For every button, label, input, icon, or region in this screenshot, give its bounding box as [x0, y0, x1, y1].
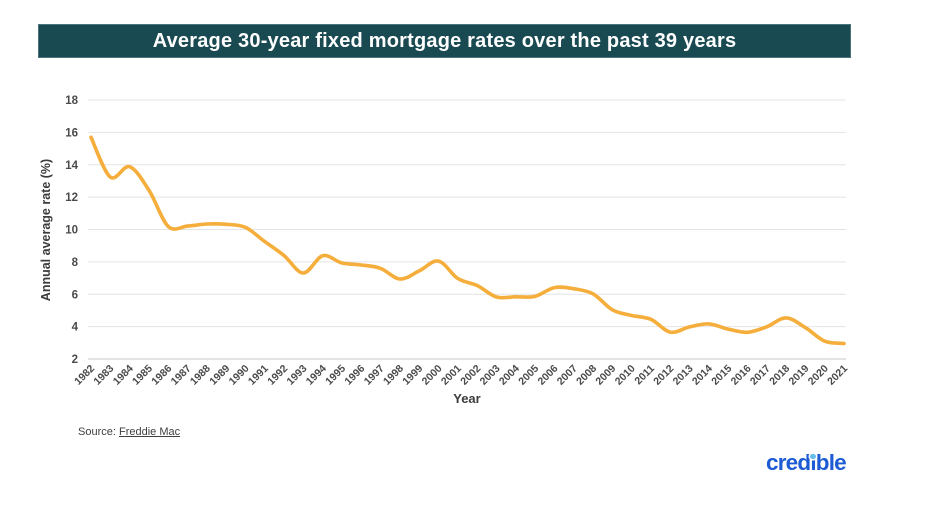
x-tick-label: 1988: [188, 363, 213, 388]
y-tick-label: 4: [72, 322, 79, 334]
x-tick-label: 2003: [478, 363, 503, 388]
chart-title: Average 30-year fixed mortgage rates ove…: [152, 29, 737, 52]
source-link[interactable]: Freddie Mac: [118, 426, 181, 438]
y-axis-title: Annual average rate (%): [39, 159, 53, 301]
credible-logo-text: credible: [766, 450, 847, 475]
x-tick-label: 2021: [825, 363, 850, 388]
x-tick-label: 2012: [651, 363, 676, 388]
x-tick-label: 2007: [555, 363, 580, 388]
logo-i-dot-icon: [810, 453, 816, 459]
x-tick-label: 1985: [130, 363, 155, 388]
x-tick-label: 1984: [111, 363, 136, 388]
x-tick-label: 1989: [207, 363, 232, 388]
x-tick-label: 2002: [458, 363, 483, 388]
x-tick-label: 2008: [574, 363, 599, 388]
chart-title-bar: Average 30-year fixed mortgage rates ove…: [38, 24, 851, 58]
x-tick-label: 1994: [304, 363, 329, 388]
series-line: [89, 135, 846, 346]
y-tick-label: 8: [72, 257, 79, 269]
x-tick-label: 2016: [729, 363, 754, 388]
y-tick-label: 12: [65, 192, 78, 204]
x-tick-label: 2011: [632, 363, 657, 388]
x-axis-title: Year: [453, 391, 480, 406]
x-tick-label: 2009: [593, 363, 618, 388]
x-tick-label: 2010: [613, 363, 638, 388]
y-tick-label: 10: [65, 225, 78, 237]
x-tick-label: 2019: [787, 363, 812, 388]
source-label: Source:: [78, 426, 116, 438]
x-tick-label: 1991: [246, 363, 271, 388]
y-tick-label: 18: [65, 95, 78, 107]
x-tick-label: 1996: [342, 363, 367, 388]
x-tick-label: 1993: [285, 363, 310, 388]
x-tick-label: 2020: [806, 363, 831, 388]
x-tick-label: 1986: [149, 363, 174, 388]
x-tick-label: 1982: [72, 363, 97, 388]
x-tick-label: 2017: [748, 363, 773, 388]
y-tick-label: 14: [65, 160, 78, 172]
x-tick-label: 1995: [323, 363, 348, 388]
x-tick-label: 2014: [690, 363, 715, 388]
x-tick-label: 2018: [767, 363, 792, 388]
x-tick-label: 1998: [381, 363, 406, 388]
x-tick-label: 2001: [439, 363, 464, 388]
x-tick-label: 2000: [420, 363, 445, 388]
x-tick-label: 1999: [400, 363, 425, 388]
y-tick-label: 16: [65, 127, 78, 139]
y-tick-label: 6: [72, 289, 78, 301]
x-tick-label: 2015: [709, 363, 734, 388]
x-tick-label: 2004: [497, 363, 522, 388]
x-tick-label: 2013: [671, 363, 696, 388]
x-tick-label: 1997: [362, 363, 387, 388]
source-note: Source: Freddie Mac: [78, 426, 180, 438]
x-tick-label: 2006: [536, 363, 561, 388]
y-tick-label: 2: [72, 354, 78, 366]
x-tick-label: 1983: [91, 363, 116, 388]
x-tick-label: 2005: [516, 363, 541, 388]
x-tick-label: 1987: [169, 363, 194, 388]
x-tick-label: 1992: [265, 363, 290, 388]
x-tick-label: 1990: [227, 363, 252, 388]
credible-logo: credible: [766, 450, 847, 475]
